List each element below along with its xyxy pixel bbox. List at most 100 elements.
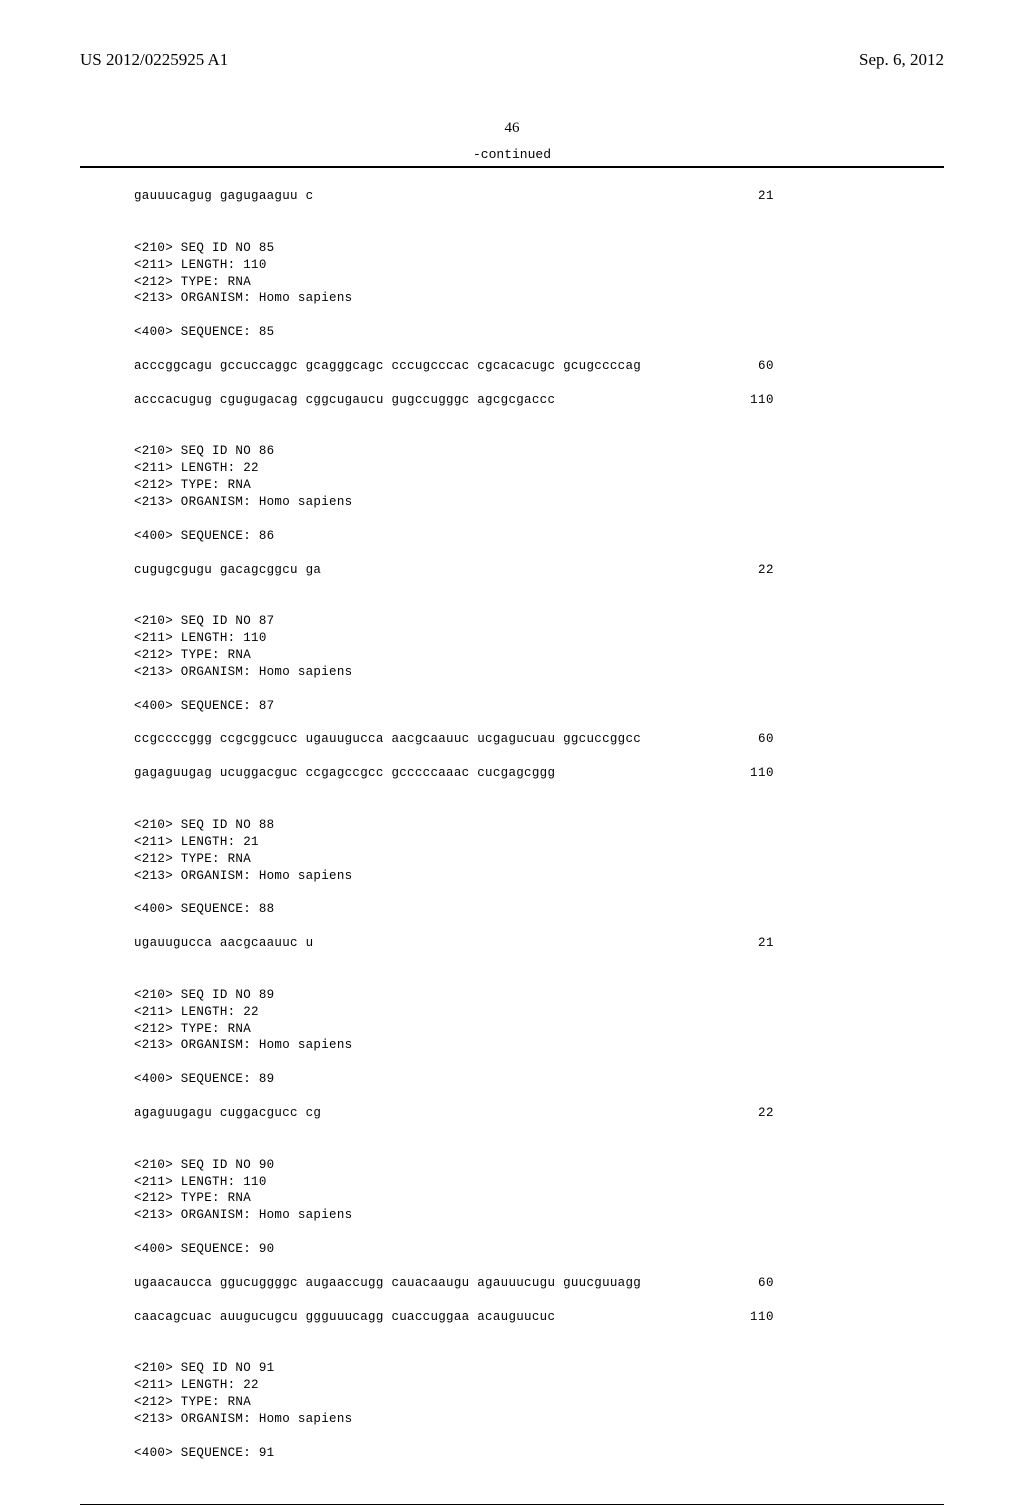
sequence-position: 60 (734, 731, 774, 748)
block-gap (134, 223, 890, 240)
sequence-meta-line: <212> TYPE: RNA (134, 1021, 890, 1038)
sequence-block: <210> SEQ ID NO 86<211> LENGTH: 22<212> … (134, 443, 890, 578)
sequence-meta-line (134, 511, 890, 528)
sequence-text: cugugcgugu gacagcggcu ga (134, 562, 321, 579)
sequence-meta-line: <213> ORGANISM: Homo sapiens (134, 868, 890, 885)
sequence-meta-line: <213> ORGANISM: Homo sapiens (134, 290, 890, 307)
block-gap (134, 1140, 890, 1157)
sequence-meta-line: <212> TYPE: RNA (134, 1394, 890, 1411)
sequence-line: ccgccccggg ccgcggcucc ugauugucca aacgcaa… (134, 731, 774, 748)
spacer (134, 1462, 890, 1479)
sequence-line: gagaguugag ucuggacguc ccgagccgcc gccccca… (134, 765, 774, 782)
sequence-meta-line: <212> TYPE: RNA (134, 477, 890, 494)
sequence-position: 110 (734, 392, 774, 409)
sequence-meta-line: <400> SEQUENCE: 88 (134, 901, 890, 918)
sequence-meta-line: <210> SEQ ID NO 86 (134, 443, 890, 460)
sequence-text: agaguugagu cuggacgucc cg (134, 1105, 321, 1122)
sequence-text: ugauugucca aacgcaauuc u (134, 935, 313, 952)
sequence-line: ugauugucca aacgcaauuc u 21 (134, 935, 774, 952)
sequence-meta-line: <213> ORGANISM: Homo sapiens (134, 1207, 890, 1224)
sequence-block: <210> SEQ ID NO 89<211> LENGTH: 22<212> … (134, 987, 890, 1122)
sequence-meta-line: <400> SEQUENCE: 91 (134, 1445, 890, 1462)
publication-id: US 2012/0225925 A1 (80, 50, 228, 70)
block-gap (134, 427, 890, 444)
sequence-meta-line (134, 1054, 890, 1071)
sequence-meta-line (134, 681, 890, 698)
sequence-text: gagaguugag ucuggacguc ccgagccgcc gccccca… (134, 765, 555, 782)
sequence-meta-line: <211> LENGTH: 110 (134, 630, 890, 647)
header-row: US 2012/0225925 A1 Sep. 6, 2012 (80, 50, 944, 70)
spacer (134, 748, 890, 765)
sequence-line: caacagcuac auugucugcu ggguuucagg cuaccug… (134, 1309, 774, 1326)
spacer (134, 341, 890, 358)
sequence-meta-line: <213> ORGANISM: Homo sapiens (134, 664, 890, 681)
sequence-text: acccacugug cgugugacag cggcugaucu gugccug… (134, 392, 555, 409)
spacer (134, 375, 890, 392)
sequence-meta-line (134, 1428, 890, 1445)
sequence-meta-line: <211> LENGTH: 22 (134, 1377, 890, 1394)
sequence-text: caacagcuac auugucugcu ggguuucagg cuaccug… (134, 1309, 555, 1326)
sequence-meta-line: <400> SEQUENCE: 89 (134, 1071, 890, 1088)
spacer (134, 715, 890, 732)
sequence-meta-line: <400> SEQUENCE: 86 (134, 528, 890, 545)
sequence-position: 22 (734, 562, 774, 579)
sequence-position: 110 (734, 1309, 774, 1326)
sequence-meta-line: <211> LENGTH: 110 (134, 1174, 890, 1191)
sequence-line: agaguugagu cuggacgucc cg 22 (134, 1105, 774, 1122)
continued-label: -continued (80, 147, 944, 162)
sequence-meta-line (134, 1224, 890, 1241)
sequence-block: <210> SEQ ID NO 90<211> LENGTH: 110<212>… (134, 1157, 890, 1326)
block-gap (134, 970, 890, 987)
sequence-meta-line: <210> SEQ ID NO 85 (134, 240, 890, 257)
block-gap (134, 1343, 890, 1360)
sequence-text: ccgccccggg ccgcggcucc ugauugucca aacgcaa… (134, 731, 641, 748)
sequence-listing: gauuucagug gagugaaguu c21 <210> SEQ ID N… (80, 170, 944, 1504)
sequence-position: 60 (734, 1275, 774, 1292)
spacer (134, 1292, 890, 1309)
sequence-meta-line: <211> LENGTH: 22 (134, 460, 890, 477)
rule-top (80, 166, 944, 168)
sequence-meta-line: <213> ORGANISM: Homo sapiens (134, 1411, 890, 1428)
sequence-block: <210> SEQ ID NO 85<211> LENGTH: 110<212>… (134, 240, 890, 409)
sequence-position: 110 (734, 765, 774, 782)
sequence-meta-line (134, 884, 890, 901)
spacer (134, 1088, 890, 1105)
sequence-meta-line: <210> SEQ ID NO 90 (134, 1157, 890, 1174)
sequence-meta-line: <210> SEQ ID NO 89 (134, 987, 890, 1004)
sequence-line: ugaacaucca ggucuggggc augaaccugg cauacaa… (134, 1275, 774, 1292)
sequence-meta-line: <210> SEQ ID NO 88 (134, 817, 890, 834)
sequence-meta-line: <400> SEQUENCE: 90 (134, 1241, 890, 1258)
publication-date: Sep. 6, 2012 (859, 50, 944, 70)
sequence-text: acccggcagu gccuccaggc gcagggcagc cccugcc… (134, 358, 641, 375)
sequence-meta-line: <400> SEQUENCE: 87 (134, 698, 890, 715)
page-number: 46 (80, 120, 944, 137)
sequence-line: acccggcagu gccuccaggc gcagggcagc cccugcc… (134, 358, 774, 375)
sequence-position: 60 (734, 358, 774, 375)
sequence-meta-line: <212> TYPE: RNA (134, 274, 890, 291)
block-gap (134, 596, 890, 613)
sequence-block: gauuucagug gagugaaguu c21 (134, 188, 890, 205)
sequence-position: 22 (734, 1105, 774, 1122)
spacer (134, 918, 890, 935)
sequence-meta-line: <210> SEQ ID NO 91 (134, 1360, 890, 1377)
spacer (134, 1258, 890, 1275)
sequence-block: <210> SEQ ID NO 87<211> LENGTH: 110<212>… (134, 613, 890, 782)
sequence-block: <210> SEQ ID NO 88<211> LENGTH: 21<212> … (134, 817, 890, 952)
sequence-meta-line: <213> ORGANISM: Homo sapiens (134, 1037, 890, 1054)
sequence-meta-line: <211> LENGTH: 21 (134, 834, 890, 851)
sequence-meta-line: <211> LENGTH: 110 (134, 257, 890, 274)
sequence-meta-line: <211> LENGTH: 22 (134, 1004, 890, 1021)
sequence-line: gauuucagug gagugaaguu c21 (134, 188, 774, 205)
sequence-text: ugaacaucca ggucuggggc augaaccugg cauacaa… (134, 1275, 641, 1292)
sequence-meta-line (134, 307, 890, 324)
sequence-line: cugugcgugu gacagcggcu ga 22 (134, 562, 774, 579)
sequence-meta-line: <212> TYPE: RNA (134, 1190, 890, 1207)
sequence-position: 21 (734, 935, 774, 952)
sequence-meta-line: <212> TYPE: RNA (134, 647, 890, 664)
sequence-block: <210> SEQ ID NO 91<211> LENGTH: 22<212> … (134, 1360, 890, 1478)
sequence-position: 21 (734, 188, 774, 205)
page: US 2012/0225925 A1 Sep. 6, 2012 46 -cont… (0, 0, 1024, 1320)
spacer (134, 545, 890, 562)
sequence-meta-line: <213> ORGANISM: Homo sapiens (134, 494, 890, 511)
sequence-meta-line: <212> TYPE: RNA (134, 851, 890, 868)
